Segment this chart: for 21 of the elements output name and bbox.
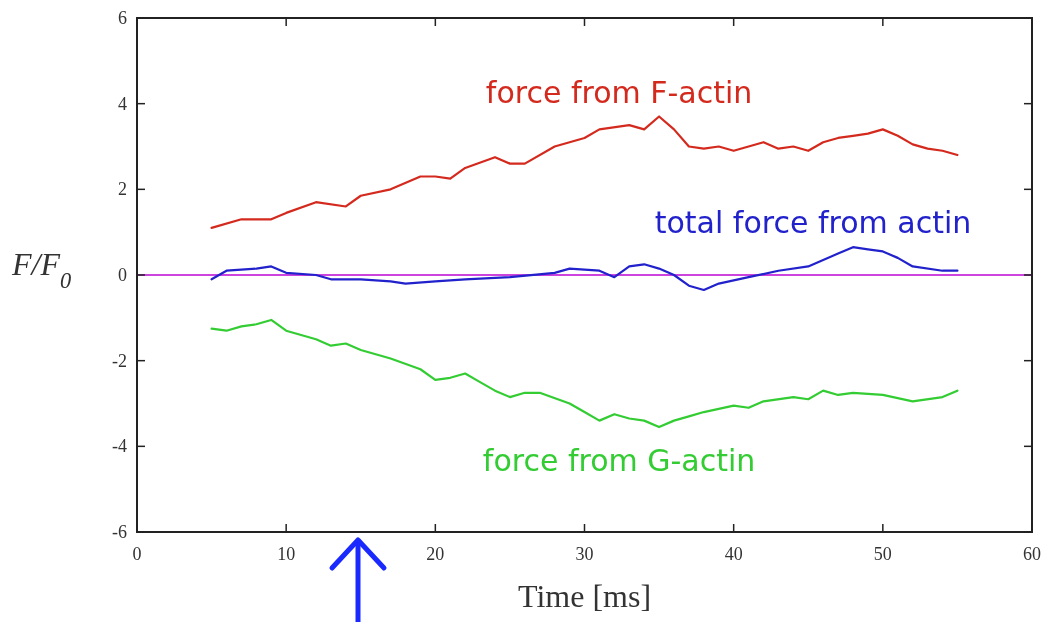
x-tick-label: 10 [277, 544, 296, 564]
y-tick-label: -6 [112, 522, 127, 542]
x-tick-label: 50 [873, 544, 892, 564]
series-label: total force from actin [654, 205, 972, 241]
y-tick-label: -4 [112, 436, 127, 457]
line-series [210, 246, 959, 292]
y-tick-label: 4 [118, 93, 127, 114]
y-axis-title: F/F$_{0}$ [11, 246, 72, 293]
series-label: force from F-actin [485, 74, 753, 110]
series-label: force from G-actin [482, 443, 756, 479]
x-tick-label: 20 [426, 544, 445, 564]
x-tick-label: 0 [132, 544, 142, 564]
x-tick-label: 60 [1023, 544, 1041, 564]
y-tick-label: 6 [118, 8, 127, 28]
x-tick-label: 30 [575, 544, 594, 564]
x-axis-title: Time [ms] [517, 578, 652, 614]
x-tick-label: 40 [724, 544, 743, 564]
y-tick-label: 0 [118, 265, 127, 285]
y-tick-label: -2 [112, 350, 127, 371]
line-series [210, 318, 959, 429]
y-tick-label: 2 [118, 179, 127, 200]
